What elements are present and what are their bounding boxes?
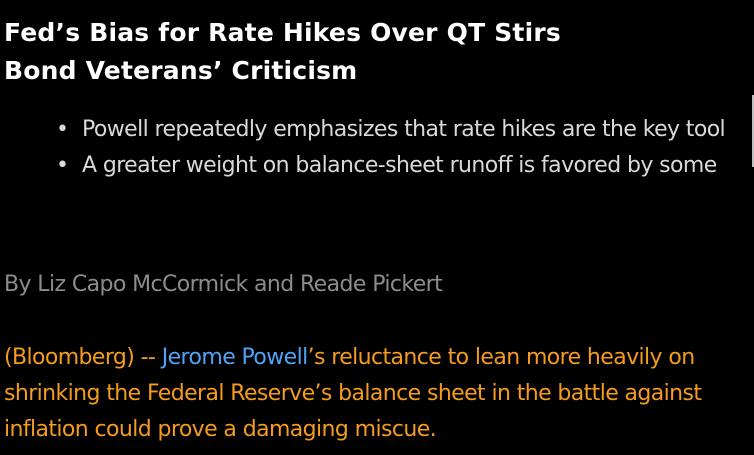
summary-bullet: • A greater weight on balance-sheet runo… (0, 148, 754, 184)
summary-bullet: • Powell repeatedly emphasizes that rate… (0, 112, 754, 148)
summary-bullet-list: • Powell repeatedly emphasizes that rate… (0, 112, 754, 184)
summary-bullet-text: Powell repeatedly emphasizes that rate h… (82, 117, 726, 142)
article-byline: By Liz Capo McCormick and Reade Pickert (4, 272, 443, 297)
bullet-marker: • (56, 153, 69, 178)
headline-line-2: Bond Veterans’ Criticism (4, 56, 358, 85)
dateline: (Bloomberg) -- (4, 345, 162, 370)
bullet-marker: • (56, 117, 69, 142)
scrollbar-edge[interactable] (752, 95, 754, 167)
headline-line-1: Fed’s Bias for Rate Hikes Over QT Stirs (4, 18, 561, 47)
person-link-jerome-powell[interactable]: Jerome Powell (161, 345, 309, 370)
article-headline: Fed’s Bias for Rate Hikes Over QT Stirs … (4, 14, 749, 90)
article-body-paragraph: (Bloomberg) -- Jerome Powell’s reluctanc… (4, 340, 754, 448)
body-text: ’s reluctance to lean more heavily on sh… (4, 345, 702, 442)
summary-bullet-text: A greater weight on balance-sheet runoff… (82, 153, 717, 178)
